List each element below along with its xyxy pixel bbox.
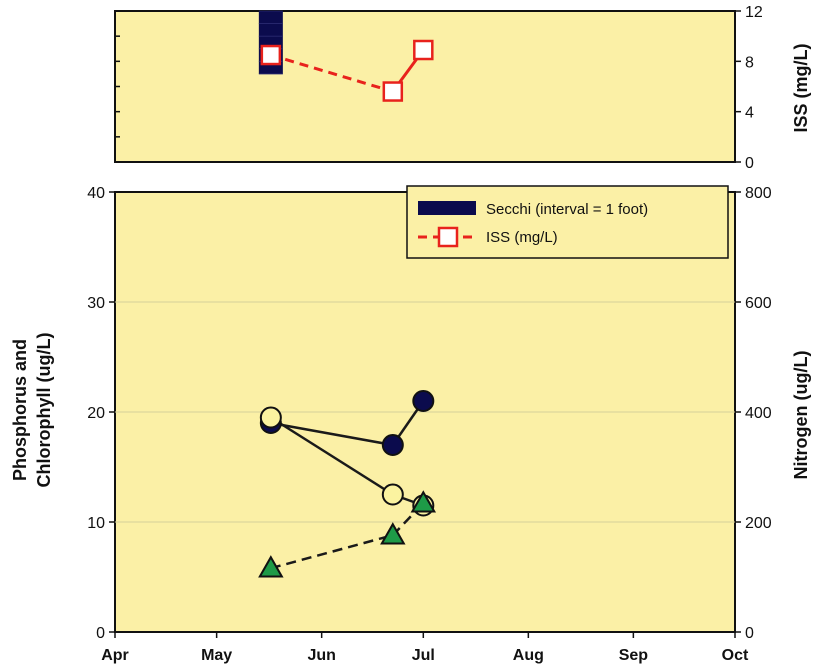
top-right-tick-label: 4: [745, 105, 754, 122]
top-right-tick-label: 8: [745, 54, 754, 71]
legend-secchi-label: Secchi (interval = 1 foot): [486, 201, 648, 218]
series-point: [381, 483, 404, 506]
top-right-ticks: 0 4 8 12: [735, 4, 763, 172]
left-tick-label: 0: [96, 625, 105, 642]
legend-iss-marker: [437, 226, 459, 248]
left-tick-label: 10: [87, 515, 105, 532]
left-axis-title-line1: Phosphorus and: [10, 339, 30, 481]
iss-line-segment: [270, 53, 394, 93]
legend-box: [406, 185, 729, 259]
series-point: [258, 555, 284, 578]
series-point: [380, 522, 406, 545]
bottom-left-ticks: 0 10 20 30 40: [87, 185, 115, 642]
bottom-grid: [115, 301, 735, 523]
top-panel: 0 4 8 12 ISS (mg/L): [114, 4, 811, 172]
series-point: [381, 434, 404, 456]
bottom-series: [258, 390, 437, 578]
right-tick-label: 400: [745, 405, 772, 422]
x-tick-label: Jun: [307, 647, 335, 664]
x-tick-label: Aug: [513, 647, 544, 664]
iss-point: [413, 39, 434, 61]
right-tick-label: 800: [745, 185, 772, 202]
legend-secchi-swatch: [418, 201, 476, 215]
top-plot-area: [114, 10, 736, 163]
top-right-tick-label: 12: [745, 4, 763, 21]
bottom-panel: 0 10 20 30 40 0 200 400 600 800 Apr May Jun Jul Aug S…: [10, 185, 811, 664]
right-tick-label: 600: [745, 295, 772, 312]
series-point: [259, 406, 282, 429]
top-left-ticks: [115, 10, 120, 163]
x-tick-label: May: [201, 647, 232, 664]
top-right-axis-title: ISS (mg/L): [791, 43, 811, 132]
series-point: [410, 490, 437, 513]
left-tick-label: 40: [87, 185, 105, 202]
iss-point: [260, 44, 282, 66]
bottom-right-ticks: 0 200 400 600 800: [735, 185, 772, 642]
iss-series: [260, 39, 434, 102]
series-line-segment: [270, 416, 394, 496]
series-line-segment: [270, 421, 394, 447]
top-right-tick-label: 0: [745, 155, 754, 172]
x-axis: Apr May Jun Jul Aug Sep Oct: [101, 632, 749, 664]
left-tick-label: 20: [87, 405, 105, 422]
left-tick-label: 30: [87, 295, 105, 312]
legend: Secchi (interval = 1 foot) ISS (mg/L): [406, 185, 729, 259]
right-axis-title: Nitrogen (ug/L): [791, 351, 811, 480]
right-tick-label: 200: [745, 515, 772, 532]
left-axis-title-line2: Chlorophyll (ug/L): [34, 333, 54, 488]
series-point: [412, 390, 435, 412]
legend-iss-label: ISS (mg/L): [486, 229, 558, 246]
x-tick-label: Apr: [101, 647, 129, 664]
right-tick-label: 0: [745, 625, 754, 642]
x-tick-label: Jul: [412, 647, 435, 664]
x-tick-label: Sep: [619, 647, 649, 664]
x-tick-label: Oct: [722, 647, 749, 664]
iss-point: [382, 81, 404, 102]
series-line-segment: [270, 533, 394, 570]
